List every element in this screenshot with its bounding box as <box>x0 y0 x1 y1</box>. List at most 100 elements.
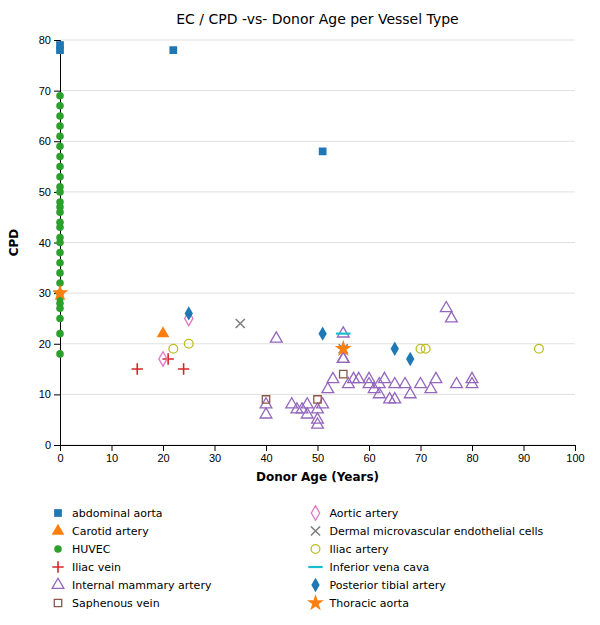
point <box>337 327 349 337</box>
point <box>56 249 64 257</box>
point <box>56 132 64 140</box>
legend-label: Posterior tibial artery <box>330 579 447 592</box>
point <box>56 41 64 49</box>
point <box>314 396 321 403</box>
legend-label: Thoracic aorta <box>329 597 409 610</box>
point <box>56 173 64 181</box>
point <box>236 319 245 328</box>
series <box>336 333 350 334</box>
point <box>335 340 352 356</box>
y-tick: 20 <box>39 338 60 350</box>
legend-marker <box>311 545 320 554</box>
point <box>340 370 347 377</box>
grid-line <box>60 394 575 395</box>
y-tick-mark <box>54 91 60 92</box>
series <box>53 284 352 356</box>
point <box>421 344 430 353</box>
point <box>404 388 416 398</box>
x-tick: 40 <box>260 445 272 464</box>
point <box>159 352 167 366</box>
point <box>56 183 64 191</box>
point <box>353 372 365 382</box>
x-tick: 0 <box>57 445 63 464</box>
point <box>262 396 269 403</box>
x-tick-mark <box>163 445 164 451</box>
x-tick-label: 50 <box>312 452 324 464</box>
point <box>56 92 64 100</box>
point <box>373 388 385 398</box>
legend-label: Iliac vein <box>72 561 121 574</box>
legend-marker <box>54 545 62 553</box>
series <box>56 41 326 155</box>
point <box>535 344 544 353</box>
grid-line <box>60 191 575 192</box>
x-tick: 10 <box>106 445 118 464</box>
x-tick: 80 <box>466 445 478 464</box>
y-tick-label: 0 <box>45 439 51 451</box>
legend-item: Thoracic aorta <box>307 594 409 610</box>
y-tick-mark <box>54 394 60 395</box>
y-tick-label: 10 <box>39 388 51 400</box>
chart: 010203040506070809010001020304050607080E… <box>0 0 600 625</box>
series <box>169 339 543 353</box>
point <box>56 234 64 242</box>
series <box>157 326 170 337</box>
x-tick-label: 0 <box>57 452 63 464</box>
y-tick-label: 80 <box>39 34 51 46</box>
point <box>56 122 64 130</box>
grid-line <box>60 242 575 243</box>
series <box>260 302 478 429</box>
y-tick-label: 70 <box>39 85 51 97</box>
point <box>56 163 64 171</box>
point <box>56 112 64 120</box>
y-tick-mark <box>54 445 60 446</box>
grid-line <box>60 40 575 41</box>
y-tick-label: 60 <box>39 135 51 147</box>
legend-item: Posterior tibial artery <box>311 578 446 592</box>
point <box>399 377 411 387</box>
point <box>336 333 350 335</box>
point <box>53 284 69 300</box>
x-tick-mark <box>318 445 319 451</box>
point <box>301 398 313 408</box>
x-tick-label: 20 <box>157 452 169 464</box>
point <box>451 377 463 387</box>
y-axis-title: CPD <box>7 229 21 257</box>
x-tick-mark <box>369 445 370 451</box>
legend-label: Iliac artery <box>330 543 390 556</box>
legend-label: HUVEC <box>72 543 111 556</box>
point <box>56 218 64 226</box>
legend-item: Aortic artery <box>311 506 399 520</box>
x-tick-label: 90 <box>518 452 530 464</box>
points <box>53 41 543 428</box>
point <box>446 312 458 322</box>
legend-marker <box>52 524 65 535</box>
point <box>379 372 391 382</box>
x-tick: 50 <box>312 445 324 464</box>
legend-item: Iliac artery <box>311 543 389 556</box>
x-tick: 60 <box>363 445 375 464</box>
point <box>56 198 64 206</box>
point <box>466 372 478 382</box>
legend: abdominal aortaCarotid arteryHUVECIliac … <box>52 506 544 610</box>
point <box>56 153 64 161</box>
point <box>391 342 399 356</box>
point <box>389 377 401 387</box>
point <box>318 326 326 340</box>
point <box>415 377 427 387</box>
point <box>56 259 64 267</box>
legend-label: Internal mammary artery <box>72 579 212 592</box>
grid-line <box>60 293 575 294</box>
x-tick: 70 <box>415 445 427 464</box>
point <box>157 326 170 337</box>
legend-item: Iliac vein <box>52 561 121 574</box>
point <box>389 393 401 403</box>
x-tick-label: 10 <box>106 452 118 464</box>
legend-marker <box>311 578 319 592</box>
x-tick-mark <box>472 445 473 451</box>
y-tick-label: 50 <box>39 186 51 198</box>
legend-item: Carotid artery <box>52 524 150 538</box>
legend-item: Internal mammary artery <box>52 578 212 592</box>
legend-marker <box>311 506 319 520</box>
point <box>260 408 272 418</box>
